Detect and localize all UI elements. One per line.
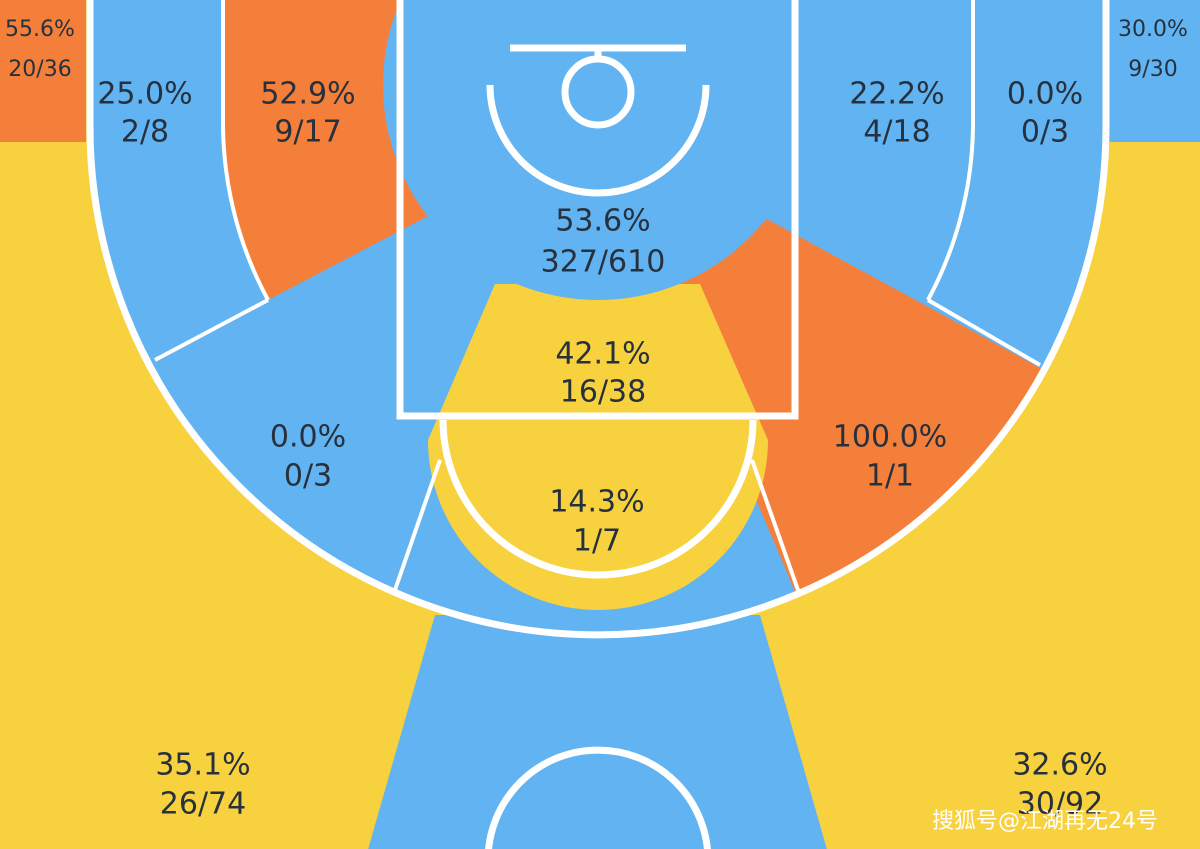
- zone-pct: 25.0%: [97, 77, 192, 112]
- zone-pct: 0.0%: [1007, 77, 1083, 112]
- rim: [561, 55, 635, 129]
- zone-shots: 327/610: [541, 245, 666, 280]
- center-circle: [485, 746, 711, 849]
- zone-pct: 30.0%: [1118, 17, 1188, 42]
- left-corner-zone: [0, 0, 86, 142]
- zone-lines: [154, 0, 1042, 591]
- zone-pct: 100.0%: [833, 420, 947, 455]
- center-back-zone: [368, 615, 827, 849]
- zone-shots: 1/7: [573, 524, 621, 559]
- paint: [396, 0, 799, 420]
- zone-shots: 20/36: [8, 57, 71, 82]
- zone-shots: 4/18: [863, 115, 930, 150]
- zone-shots: 0/3: [1021, 115, 1069, 150]
- three-point-line: [86, 0, 1110, 639]
- zone-shots: 9/17: [274, 115, 341, 150]
- right-corner-zone: [1108, 0, 1200, 142]
- zone-pct: 22.2%: [849, 77, 944, 112]
- watermark: 搜狐号@江湖再无24号: [932, 809, 1158, 834]
- zone-pct: 14.3%: [549, 485, 644, 520]
- zone-pct: 42.1%: [555, 337, 650, 372]
- zone-shots: 26/74: [160, 787, 246, 822]
- restricted-arc: [486, 84, 710, 197]
- inner-zone: [383, 0, 813, 300]
- zone-shots: 16/38: [560, 375, 646, 410]
- free-throw-arc: [439, 419, 757, 579]
- zone-pct: 32.6%: [1012, 748, 1107, 783]
- zone-pct: 52.9%: [260, 77, 355, 112]
- zone-shots: 9/30: [1128, 57, 1177, 82]
- zone-pct: 0.0%: [270, 420, 346, 455]
- zone-shots: 30/92: [1017, 787, 1103, 822]
- zone-shots: 1/1: [866, 459, 914, 494]
- zone-pct: 53.6%: [555, 204, 650, 239]
- zone-shots: 0/3: [284, 459, 332, 494]
- zone-pct: 35.1%: [155, 748, 250, 783]
- zone-pct: 55.6%: [5, 17, 75, 42]
- zone-shots: 2/8: [121, 115, 169, 150]
- paint-low-zone: [428, 284, 768, 610]
